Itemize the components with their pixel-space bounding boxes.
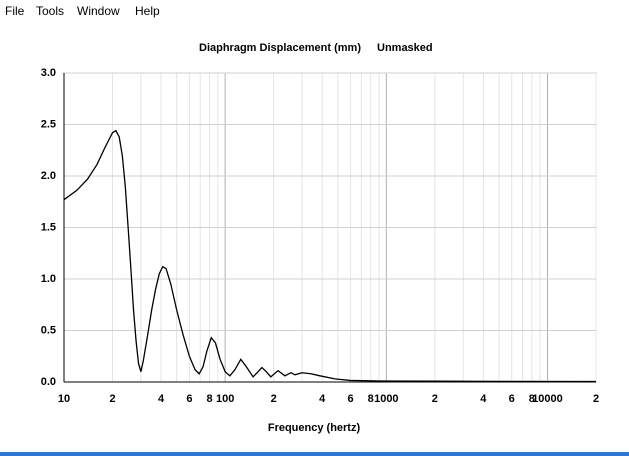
x-tick-label: 4 (319, 393, 326, 405)
x-tick-label: 6 (186, 393, 192, 405)
menu-bar (0, 0, 629, 21)
y-tick-label: 2.5 (41, 118, 56, 130)
x-tick-label: 8 (368, 393, 374, 405)
x-tick-label: 100 (216, 393, 234, 405)
x-tick-label: 6 (348, 393, 354, 405)
menu-item[interactable]: Help (135, 4, 160, 18)
x-tick-label: 2 (593, 393, 599, 405)
x-tick-label: 10 (58, 393, 70, 405)
x-tick-label: 1000 (374, 393, 398, 405)
chart-title: Diaphragm Displacement (mm) (199, 42, 361, 54)
menu-item[interactable]: Window (77, 4, 120, 18)
y-tick-label: 3.0 (41, 67, 56, 79)
y-tick-label: 1.5 (41, 221, 56, 233)
x-tick-label: 4 (480, 393, 487, 405)
plot (63, 129, 597, 383)
x-tick-label: 10000 (532, 393, 563, 405)
y-tick-label: 0.5 (41, 324, 56, 336)
x-tick-label: 2 (109, 393, 115, 405)
x-tick-label: 6 (509, 393, 515, 405)
x-tick-label: 2 (271, 393, 277, 405)
data-line (63, 129, 597, 383)
window-border (0, 452, 629, 456)
menu-item[interactable]: File (5, 4, 25, 18)
x-tick-label: 4 (158, 393, 165, 405)
x-tick-label: 2 (432, 393, 438, 405)
y-tick-label: 2.0 (41, 170, 56, 182)
x-tick-label: 8 (529, 393, 535, 405)
menu-item[interactable]: Tools (36, 4, 64, 18)
x-axis-label: Frequency (hertz) (268, 422, 361, 434)
y-tick-label: 1.0 (41, 273, 56, 285)
x-tick-label: 8 (206, 393, 212, 405)
grid (63, 72, 597, 383)
y-tick-label: 0.0 (41, 376, 56, 388)
chart-subtitle: Unmasked (377, 42, 433, 54)
